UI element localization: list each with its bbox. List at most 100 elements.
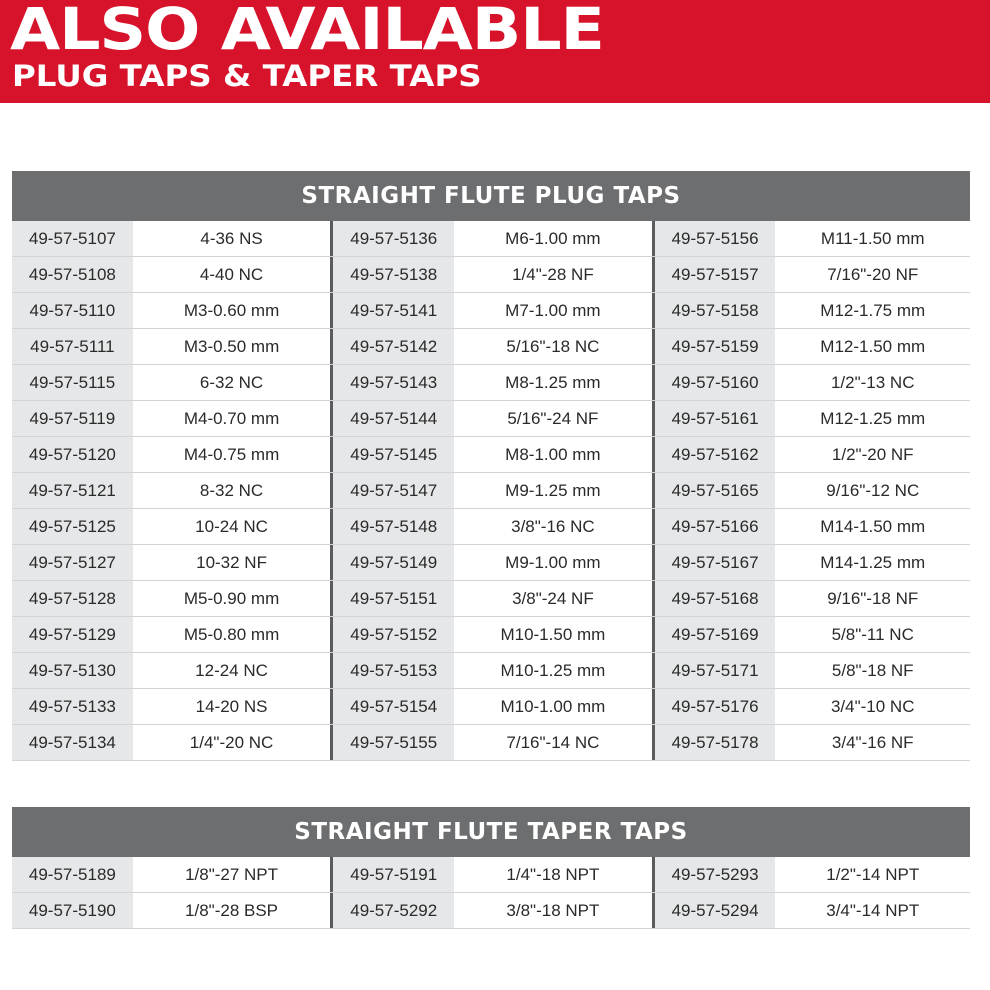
- tap-size: M12-1.75 mm: [820, 300, 926, 320]
- tap-size-cell: 10-24 NC: [132, 509, 331, 544]
- tap-size-cell: 14-20 NS: [132, 689, 331, 724]
- tap-size-cell: M6-1.00 mm: [454, 221, 652, 256]
- column-divider: [651, 581, 655, 616]
- part-number-cell: 49-57-5115: [12, 365, 133, 400]
- part-number: 49-57-5157: [671, 264, 759, 284]
- part-number: 49-57-5294: [671, 900, 759, 920]
- tap-size: 5/8"-11 NC: [831, 624, 914, 644]
- column-divider: [651, 725, 655, 760]
- tap-size: M10-1.50 mm: [500, 624, 606, 644]
- part-number-cell: 49-57-5294: [654, 893, 776, 928]
- part-number-cell: 49-57-5171: [654, 653, 776, 688]
- part-number: 49-57-5153: [350, 660, 438, 680]
- part-number-cell: 49-57-5110: [12, 293, 133, 328]
- tap-size-cell: 3/8"-16 NC: [454, 509, 652, 544]
- part-number: 49-57-5159: [671, 336, 759, 356]
- part-number: 49-57-5167: [671, 552, 759, 572]
- column-divider: [651, 257, 655, 292]
- column-divider: [330, 857, 334, 892]
- tap-size: 8-32 NC: [199, 480, 264, 500]
- part-number: 49-57-5292: [350, 900, 438, 920]
- column-divider: [330, 329, 334, 364]
- column-divider: [651, 857, 655, 892]
- part-number: 49-57-5156: [671, 228, 759, 248]
- tap-size: M12-1.50 mm: [820, 336, 926, 356]
- part-number: 49-57-5189: [28, 864, 116, 884]
- tap-size-cell: 1/2"-14 NPT: [775, 857, 971, 892]
- banner-subtitle: PLUG TAPS & TAPER TAPS: [12, 59, 482, 93]
- tap-size-cell: M9-1.00 mm: [454, 545, 652, 580]
- tap-size-cell: M10-1.50 mm: [454, 617, 652, 652]
- tap-size: 12-24 NC: [195, 660, 268, 680]
- tap-size: 6-32 NC: [199, 372, 264, 392]
- tap-size-cell: 3/8"-24 NF: [454, 581, 652, 616]
- part-number-cell: 49-57-5161: [654, 401, 776, 436]
- part-number: 49-57-5160: [671, 372, 759, 392]
- tap-size-cell: 5/16"-24 NF: [454, 401, 652, 436]
- part-number-cell: 49-57-5176: [654, 689, 776, 724]
- part-number-cell: 49-57-5189: [12, 857, 133, 892]
- table-row: 49-57-5127 10-32 NF 49-57-5149 M9-1.00 mm 49…: [12, 545, 971, 581]
- table-row: 49-57-5133 14-20 NS 49-57-5154 M10-1.00 mm 4…: [12, 689, 971, 725]
- part-number: 49-57-5111: [30, 336, 115, 356]
- part-number-cell: 49-57-5142: [333, 329, 455, 364]
- part-number-cell: 49-57-5292: [333, 893, 455, 928]
- tap-size: 3/4"-14 NPT: [826, 900, 920, 920]
- column-divider: [330, 437, 334, 472]
- column-divider: [651, 293, 655, 328]
- part-number: 49-57-5138: [350, 264, 438, 284]
- tap-size: 14-20 NS: [195, 696, 268, 716]
- part-number: 49-57-5165: [671, 480, 759, 500]
- part-number-cell: 49-57-5190: [12, 893, 133, 928]
- tap-size: 4-36 NS: [200, 228, 263, 248]
- part-number: 49-57-5119: [29, 408, 116, 428]
- part-number: 49-57-5143: [350, 372, 438, 392]
- part-number-cell: 49-57-5178: [654, 725, 776, 760]
- table-title: STRAIGHT FLUTE PLUG TAPS: [12, 171, 970, 221]
- part-number: 49-57-5152: [350, 624, 438, 644]
- part-number: 49-57-5121: [28, 480, 116, 500]
- part-number-cell: 49-57-5191: [333, 857, 455, 892]
- part-number: 49-57-5134: [28, 732, 116, 752]
- tap-size: 1/2"-14 NPT: [826, 864, 920, 884]
- tap-size-cell: M3-0.60 mm: [132, 293, 331, 328]
- tap-size-cell: 7/16"-20 NF: [775, 257, 971, 292]
- tap-size: 1/8"-28 BSP: [185, 900, 279, 920]
- part-number-cell: 49-57-5156: [654, 221, 776, 256]
- table-row: 49-57-5129 M5-0.80 mm 49-57-5152 M10-1.50 m…: [12, 617, 971, 653]
- tap-size: 9/16"-12 NC: [826, 480, 920, 500]
- tap-size-cell: 1/2"-13 NC: [775, 365, 971, 400]
- part-number: 49-57-5151: [350, 588, 438, 608]
- part-number-cell: 49-57-5130: [12, 653, 133, 688]
- tap-size: 1/2"-20 NF: [831, 444, 914, 464]
- part-number: 49-57-5147: [350, 480, 438, 500]
- part-number-cell: 49-57-5111: [12, 329, 133, 364]
- table-row: 49-57-5189 1/8"-27 NPT 49-57-5191 1/4"-18 N…: [12, 857, 971, 893]
- column-divider: [330, 509, 334, 544]
- tap-size-cell: 5/16"-18 NC: [454, 329, 652, 364]
- part-number: 49-57-5158: [671, 300, 759, 320]
- part-number-cell: 49-57-5165: [654, 473, 776, 508]
- plug-taps-table: STRAIGHT FLUTE PLUG TAPS 49-57-5107 4-36 …: [12, 171, 971, 761]
- tap-size: 3/4"-16 NF: [831, 732, 914, 752]
- tap-size: 5/16"-24 NF: [507, 408, 599, 428]
- tap-size: M7-1.00 mm: [505, 300, 601, 320]
- tap-size-cell: M7-1.00 mm: [454, 293, 652, 328]
- tap-size-cell: M5-0.80 mm: [132, 617, 331, 652]
- part-number: 49-57-5115: [29, 372, 116, 392]
- part-number: 49-57-5162: [671, 444, 759, 464]
- part-number-cell: 49-57-5155: [333, 725, 455, 760]
- part-number-cell: 49-57-5134: [12, 725, 133, 760]
- part-number-cell: 49-57-5141: [333, 293, 455, 328]
- part-number-cell: 49-57-5158: [654, 293, 776, 328]
- tap-size: 3/8"-16 NC: [511, 516, 595, 536]
- part-number: 49-57-5136: [350, 228, 438, 248]
- column-divider: [651, 653, 655, 688]
- tap-size: M14-1.50 mm: [820, 516, 926, 536]
- tap-size: M10-1.25 mm: [500, 660, 606, 680]
- part-number: 49-57-5128: [28, 588, 116, 608]
- part-number-cell: 49-57-5133: [12, 689, 133, 724]
- table-row: 49-57-5121 8-32 NC 49-57-5147 M9-1.25 mm 49-…: [12, 473, 971, 509]
- part-number-cell: 49-57-5108: [12, 257, 133, 292]
- tap-size: 3/8"-18 NPT: [506, 900, 600, 920]
